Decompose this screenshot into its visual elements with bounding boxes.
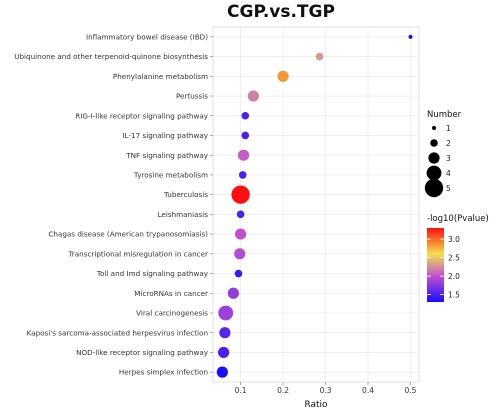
data-point <box>315 52 324 61</box>
x-axis-title: Ratio <box>304 400 328 410</box>
size-legend-dot <box>424 178 444 198</box>
category-label: Inflammatory bowel disease (IBD) <box>86 32 208 41</box>
size-legend-label: 1 <box>446 124 451 133</box>
category-label: IL-17 signaling pathway <box>122 131 208 140</box>
color-legend-title: -log10(Pvalue) <box>427 214 489 224</box>
category-label: Phenylalanine metabolism <box>113 72 208 81</box>
category-label: Tuberculosis <box>163 190 208 199</box>
data-point <box>408 34 413 39</box>
category-label: Herpes simplex infection <box>119 368 208 377</box>
category-label: RIG-I-like receptor signaling pathway <box>75 111 208 120</box>
size-legend-label: 2 <box>446 139 451 148</box>
category-label: Ubiquinone and other terpenoid-quinone b… <box>14 52 208 61</box>
category-label: Transcriptional misregulation in cancer <box>67 249 208 258</box>
chart-title: CGP.vs.TGP <box>227 2 335 22</box>
size-legend-label: 3 <box>446 154 451 163</box>
category-label: Toll and Imd signaling pathway <box>96 269 209 278</box>
data-point <box>247 90 259 102</box>
data-point <box>241 131 250 140</box>
y-axis-categories: Inflammatory bowel disease (IBD) Ubiquino… <box>14 32 209 376</box>
color-legend-label: 2.0 <box>448 272 460 281</box>
color-legend-label: 3.0 <box>448 235 460 244</box>
data-points <box>216 34 413 378</box>
x-tick-label: 0.3 <box>320 386 332 395</box>
color-legend-ticks: 3.0 2.5 2.0 1.5 <box>427 235 460 300</box>
data-point <box>234 248 246 260</box>
data-point <box>277 70 289 82</box>
data-point <box>218 346 230 359</box>
x-tick-label: 0.4 <box>362 386 374 395</box>
data-point <box>219 327 231 339</box>
category-label: Leishmaniasis <box>158 210 209 219</box>
x-tick-label: 0.1 <box>235 386 247 395</box>
size-legend: 1 2 3 4 5 <box>424 124 451 198</box>
category-label: Viral carcinogenesis <box>136 309 208 318</box>
size-legend-dot <box>432 126 436 130</box>
size-legend-title: Number <box>427 110 462 120</box>
size-legend-label: 5 <box>446 184 451 193</box>
category-label: Tyrosine metabolism <box>133 171 208 180</box>
category-label: MicroRNAs in cancer <box>134 289 208 298</box>
size-legend-dot <box>426 165 442 181</box>
category-label: Chagas disease (American trypanosomiasis… <box>48 230 208 239</box>
data-point <box>231 185 250 204</box>
x-axis-ticks: 0.1 0.2 0.3 0.4 0.5 <box>235 382 417 395</box>
size-legend-dot <box>428 152 440 164</box>
data-point <box>216 366 228 378</box>
data-point <box>234 269 243 278</box>
data-point <box>218 305 234 321</box>
data-point <box>235 228 247 240</box>
data-point <box>236 210 245 219</box>
size-legend-label: 4 <box>446 169 451 178</box>
data-point <box>238 171 247 179</box>
category-label: Kaposi's sarcoma-associated herpesvirus … <box>27 328 208 337</box>
data-point <box>227 287 239 299</box>
color-legend-bar <box>427 228 444 302</box>
plot-panel <box>212 26 420 383</box>
data-point <box>241 111 250 120</box>
size-legend-dot <box>430 139 438 147</box>
x-tick-label: 0.5 <box>405 386 417 395</box>
x-tick-label: 0.2 <box>277 386 289 395</box>
data-point <box>237 149 250 161</box>
color-legend-label: 2.5 <box>448 254 460 263</box>
category-label: NOD-like receptor signaling pathway <box>76 348 209 357</box>
color-legend-label: 1.5 <box>448 291 460 300</box>
category-label: TNF signaling pathway <box>125 151 208 160</box>
category-label: Pertussis <box>176 92 208 101</box>
